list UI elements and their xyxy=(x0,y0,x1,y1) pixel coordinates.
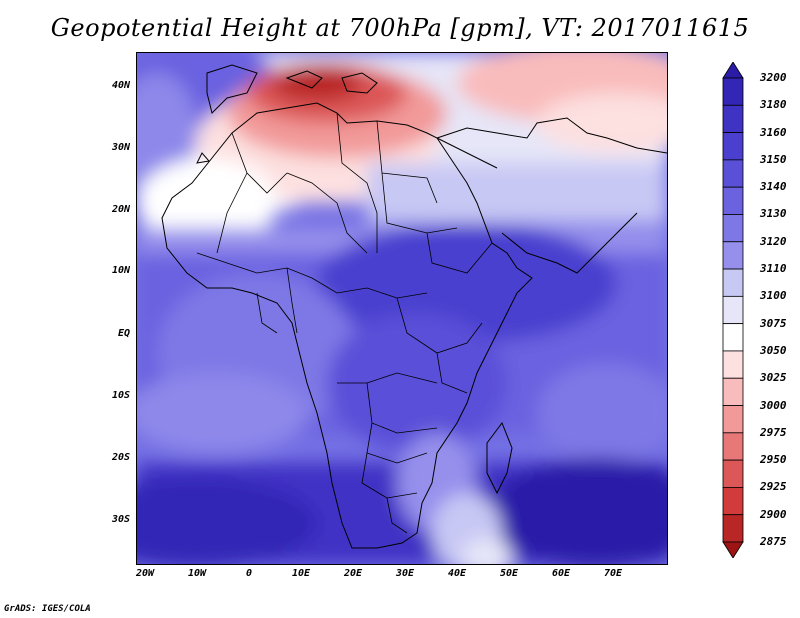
colorbar-label: 3110 xyxy=(760,262,787,276)
colorbar-swatch xyxy=(722,350,744,379)
credit-text: GrADS: IGES/COLA xyxy=(4,604,91,614)
lon-label: 10W xyxy=(187,568,207,579)
colorbar-swatch xyxy=(722,295,744,325)
lon-label: 70E xyxy=(603,568,623,579)
lon-label: 60E xyxy=(551,568,571,579)
colorbar-label: 2950 xyxy=(760,453,787,467)
lon-label: 20W xyxy=(135,568,155,579)
colorbar-swatch xyxy=(722,405,744,434)
colorbar-swatch xyxy=(722,514,744,543)
country-borders xyxy=(196,112,493,534)
colorbar-label: 3050 xyxy=(760,343,787,357)
lat-label: 10N xyxy=(111,265,130,276)
lon-label: 20E xyxy=(343,568,363,579)
lat-label: 40N xyxy=(111,80,130,91)
colorbar-label: 2875 xyxy=(760,535,787,548)
lon-label: 50E xyxy=(499,568,519,579)
colorbar-swatch xyxy=(722,432,744,461)
colorbar-swatch xyxy=(722,77,744,106)
colorbar-label: 3200 xyxy=(760,71,787,84)
colorbar-label: 3120 xyxy=(760,234,787,248)
colorbar-label: 3075 xyxy=(760,316,787,330)
colorbar xyxy=(722,62,744,558)
colorbar-label: 3160 xyxy=(760,125,787,139)
colorbar-label: 2925 xyxy=(760,480,787,494)
colorbar-label: 3140 xyxy=(760,180,787,194)
coastlines xyxy=(161,64,667,549)
lat-label: 30N xyxy=(111,142,130,153)
map-panel xyxy=(136,52,668,565)
lat-label: EQ xyxy=(117,328,130,339)
colorbar-swatch xyxy=(722,186,744,215)
colorbar-label: 3180 xyxy=(760,98,787,112)
lat-label: 20N xyxy=(111,204,130,215)
colorbar-swatch xyxy=(722,132,744,161)
colorbar-swatch xyxy=(722,241,744,270)
colorbar-label: 3100 xyxy=(760,289,787,303)
colorbar-swatch xyxy=(722,159,744,188)
colorbar-swatch xyxy=(722,459,744,488)
lon-label: 40E xyxy=(447,568,467,579)
colorbar-swatch xyxy=(722,541,744,558)
lat-label: 30S xyxy=(111,514,130,525)
height-field xyxy=(137,53,667,564)
colorbar-label: 3150 xyxy=(760,152,787,166)
lat-label: 10S xyxy=(111,390,130,401)
colorbar-label: 3000 xyxy=(760,398,787,412)
colorbar-label: 2975 xyxy=(760,425,787,439)
colorbar-swatch xyxy=(722,323,744,352)
colorbar-swatch xyxy=(722,62,744,79)
lat-label: 20S xyxy=(111,452,130,463)
lon-label: 30E xyxy=(395,568,415,579)
colorbar-swatch xyxy=(722,104,744,133)
colorbar-swatch xyxy=(722,268,744,297)
colorbar-swatch xyxy=(722,377,744,406)
colorbar-label: 3130 xyxy=(760,207,787,221)
lon-label: 0 xyxy=(245,568,253,579)
lon-label: 10E xyxy=(291,568,311,579)
colorbar-swatch xyxy=(722,487,744,516)
colorbar-label: 3025 xyxy=(760,371,787,385)
map-title: Geopotential Height at 700hPa [gpm], VT:… xyxy=(50,14,750,42)
colorbar-swatch xyxy=(722,214,744,243)
colorbar-label: 2900 xyxy=(760,507,787,521)
